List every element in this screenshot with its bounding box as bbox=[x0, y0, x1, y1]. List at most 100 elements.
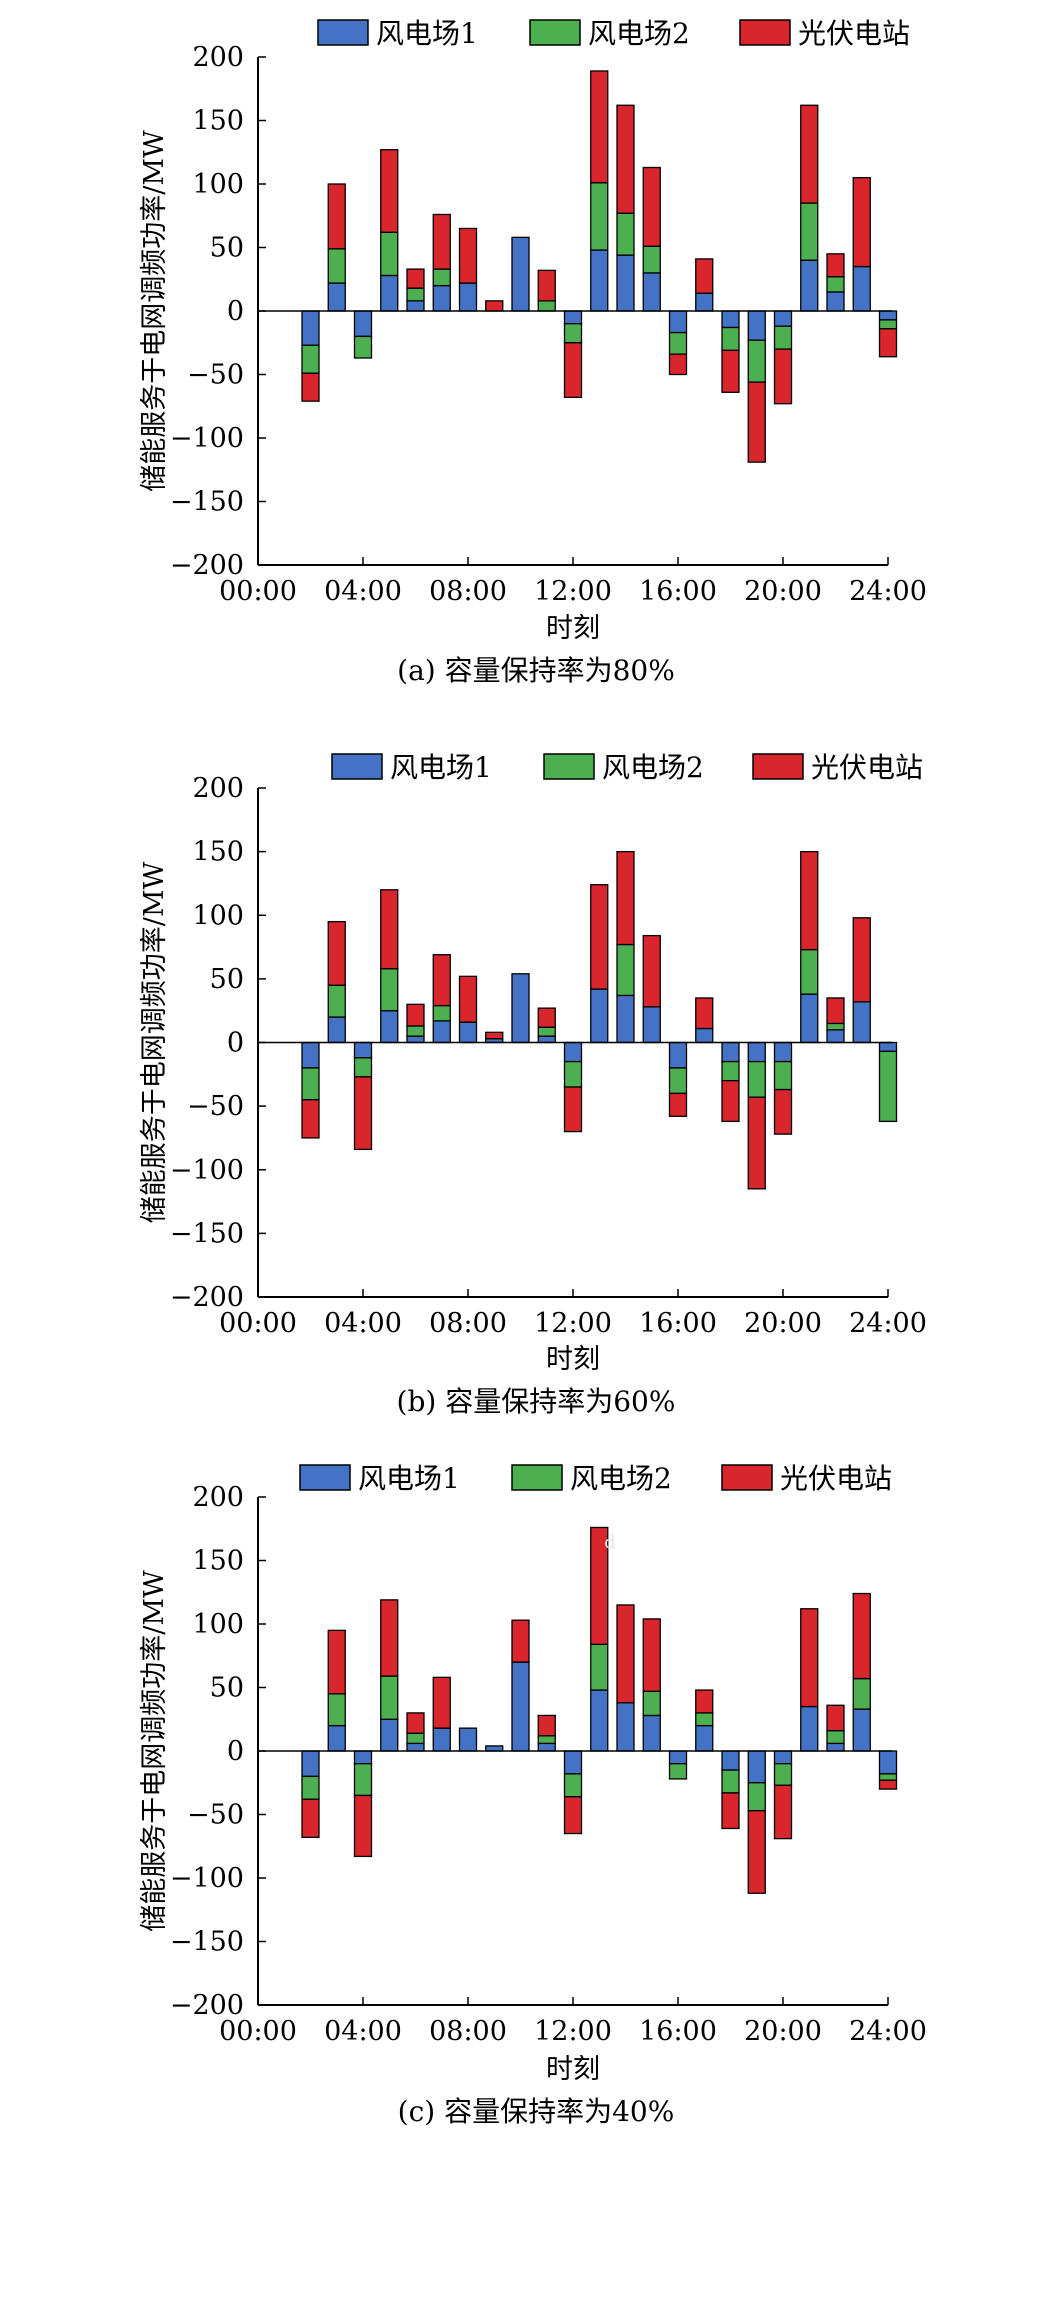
y-tick-label: 0 bbox=[227, 296, 244, 327]
y-tick-label: 0 bbox=[227, 1028, 244, 1059]
bar-pv-19 bbox=[747, 1096, 766, 1190]
bar-wind2-21 bbox=[800, 202, 819, 261]
bar-wind2-22 bbox=[826, 276, 845, 293]
bar-wind2-16 bbox=[668, 1763, 688, 1780]
bar-wind1-18 bbox=[721, 310, 740, 329]
bar-wind2-23 bbox=[852, 1677, 871, 1710]
x-tick-label: 16:00 bbox=[639, 576, 717, 607]
bar-wind2-4 bbox=[353, 1763, 373, 1797]
bar-wind1-7 bbox=[432, 1020, 451, 1044]
legend-label-2: 风电场2 bbox=[588, 17, 690, 50]
legend-swatch-2 bbox=[543, 753, 595, 780]
x-tick-label: 08:00 bbox=[429, 2016, 507, 2047]
bar-pv-5 bbox=[380, 1599, 399, 1677]
legend-swatch-1 bbox=[317, 19, 369, 46]
bar-wind2-3 bbox=[327, 1693, 346, 1727]
bar-pv-13 bbox=[590, 1526, 609, 1645]
panel-caption: (b) 容量保持率为60% bbox=[397, 1385, 676, 1418]
bar-wind2-3 bbox=[327, 248, 346, 284]
bar-wind2-2 bbox=[301, 1775, 320, 1800]
bar-wind1-11 bbox=[537, 1742, 556, 1752]
bar-wind2-4 bbox=[353, 335, 373, 359]
y-tick-label: −150 bbox=[170, 1218, 244, 1249]
bar-wind2-12 bbox=[563, 323, 583, 344]
bar-pv-3 bbox=[327, 183, 346, 250]
bar-wind1-4 bbox=[353, 310, 373, 338]
bar-pv-20 bbox=[773, 1088, 793, 1135]
bar-pv-24 bbox=[878, 328, 898, 358]
bar-pv-14 bbox=[616, 104, 635, 214]
bar-wind2-18 bbox=[721, 1060, 740, 1082]
y-tick-label: −150 bbox=[170, 487, 244, 518]
bar-wind1-19 bbox=[747, 1750, 766, 1784]
x-tick-label: 20:00 bbox=[744, 2016, 822, 2047]
bar-pv-7 bbox=[432, 1676, 451, 1729]
bar-pv-18 bbox=[721, 1792, 740, 1830]
bar-wind2-20 bbox=[773, 1763, 793, 1786]
bar-wind1-10 bbox=[511, 973, 530, 1044]
bar-pv-6 bbox=[406, 268, 425, 289]
bar-wind1-6 bbox=[406, 300, 425, 312]
y-tick-label: −200 bbox=[170, 1990, 244, 2021]
bar-pv-19 bbox=[747, 381, 766, 463]
bar-pv-5 bbox=[380, 149, 399, 233]
bar-pv-10 bbox=[511, 1619, 530, 1663]
bar-pv-21 bbox=[800, 1608, 819, 1708]
legend-swatch-1 bbox=[299, 1464, 351, 1491]
y-tick-label: 200 bbox=[192, 42, 244, 73]
bar-wind2-24 bbox=[878, 1050, 898, 1123]
bar-wind2-24 bbox=[878, 1773, 898, 1781]
bar-wind1-13 bbox=[590, 1689, 609, 1752]
bar-pv-20 bbox=[773, 348, 793, 405]
bar-wind1-2 bbox=[301, 310, 320, 346]
x-tick-label: 12:00 bbox=[534, 1308, 612, 1339]
legend-swatch-3 bbox=[739, 19, 791, 46]
x-tick-label: 04:00 bbox=[324, 576, 402, 607]
bar-pv-22 bbox=[826, 253, 845, 278]
bar-wind2-14 bbox=[616, 943, 635, 997]
bar-wind1-11 bbox=[537, 1035, 556, 1044]
bar-wind2-17 bbox=[695, 1712, 714, 1727]
bar-wind1-4 bbox=[353, 1041, 373, 1059]
bar-wind1-23 bbox=[852, 265, 871, 312]
bar-wind1-6 bbox=[406, 1035, 425, 1044]
bar-wind1-5 bbox=[380, 1010, 399, 1044]
bar-wind1-8 bbox=[458, 1727, 478, 1752]
bar-wind2-6 bbox=[406, 1732, 425, 1745]
bar-pv-2 bbox=[301, 1099, 320, 1139]
bar-pv-21 bbox=[800, 850, 819, 951]
bar-wind1-14 bbox=[616, 994, 635, 1044]
x-axis-title: 时刻 bbox=[546, 613, 600, 644]
bar-wind1-23 bbox=[852, 1001, 871, 1044]
bar-wind2-21 bbox=[800, 948, 819, 995]
bar-pv-5 bbox=[380, 889, 399, 970]
bar-pv-11 bbox=[537, 1714, 556, 1737]
x-tick-label: 16:00 bbox=[639, 2016, 717, 2047]
x-tick-label: 00:00 bbox=[219, 2016, 297, 2047]
bar-wind2-15 bbox=[642, 245, 661, 274]
bar-wind2-24 bbox=[878, 319, 898, 330]
bar-pv-22 bbox=[826, 997, 845, 1025]
bar-wind1-18 bbox=[721, 1750, 740, 1771]
bar-wind2-6 bbox=[406, 287, 425, 302]
bar-pv-6 bbox=[406, 1712, 425, 1734]
y-tick-label: 50 bbox=[210, 964, 244, 995]
legend-label-1: 风电场1 bbox=[358, 1462, 460, 1495]
legend-swatch-2 bbox=[529, 19, 581, 46]
legend-label-1: 风电场1 bbox=[390, 751, 492, 784]
annotation-mark: d bbox=[604, 1532, 616, 1553]
y-axis-title: 储能服务于电网调频功率/MW bbox=[139, 130, 170, 492]
bar-wind2-5 bbox=[380, 968, 399, 1012]
bar-wind1-16 bbox=[668, 1750, 688, 1765]
bar-wind1-22 bbox=[826, 1029, 845, 1044]
bar-wind1-10 bbox=[511, 236, 530, 312]
bar-wind1-5 bbox=[380, 274, 399, 312]
bar-wind2-20 bbox=[773, 325, 793, 350]
legend-label-3: 光伏电站 bbox=[780, 1462, 892, 1495]
y-tick-label: −100 bbox=[170, 423, 244, 454]
bar-pv-17 bbox=[695, 258, 714, 294]
y-tick-label: 0 bbox=[227, 1736, 244, 1767]
legend-label-2: 风电场2 bbox=[570, 1462, 672, 1495]
bar-pv-15 bbox=[642, 934, 661, 1008]
